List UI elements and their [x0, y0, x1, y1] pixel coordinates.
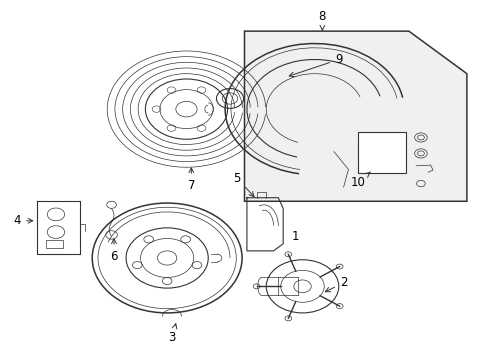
Text: 8: 8 — [318, 10, 325, 30]
Bar — [357, 132, 406, 173]
Polygon shape — [244, 31, 466, 201]
Text: 6: 6 — [110, 239, 118, 263]
Text: 10: 10 — [350, 172, 370, 189]
Text: 2: 2 — [325, 276, 346, 292]
Text: 4: 4 — [14, 214, 33, 227]
Text: 7: 7 — [187, 168, 195, 192]
Bar — [46, 240, 63, 248]
Text: 1: 1 — [291, 230, 298, 243]
Text: 9: 9 — [289, 53, 342, 77]
Text: 5: 5 — [233, 172, 253, 197]
Text: 3: 3 — [168, 324, 177, 344]
